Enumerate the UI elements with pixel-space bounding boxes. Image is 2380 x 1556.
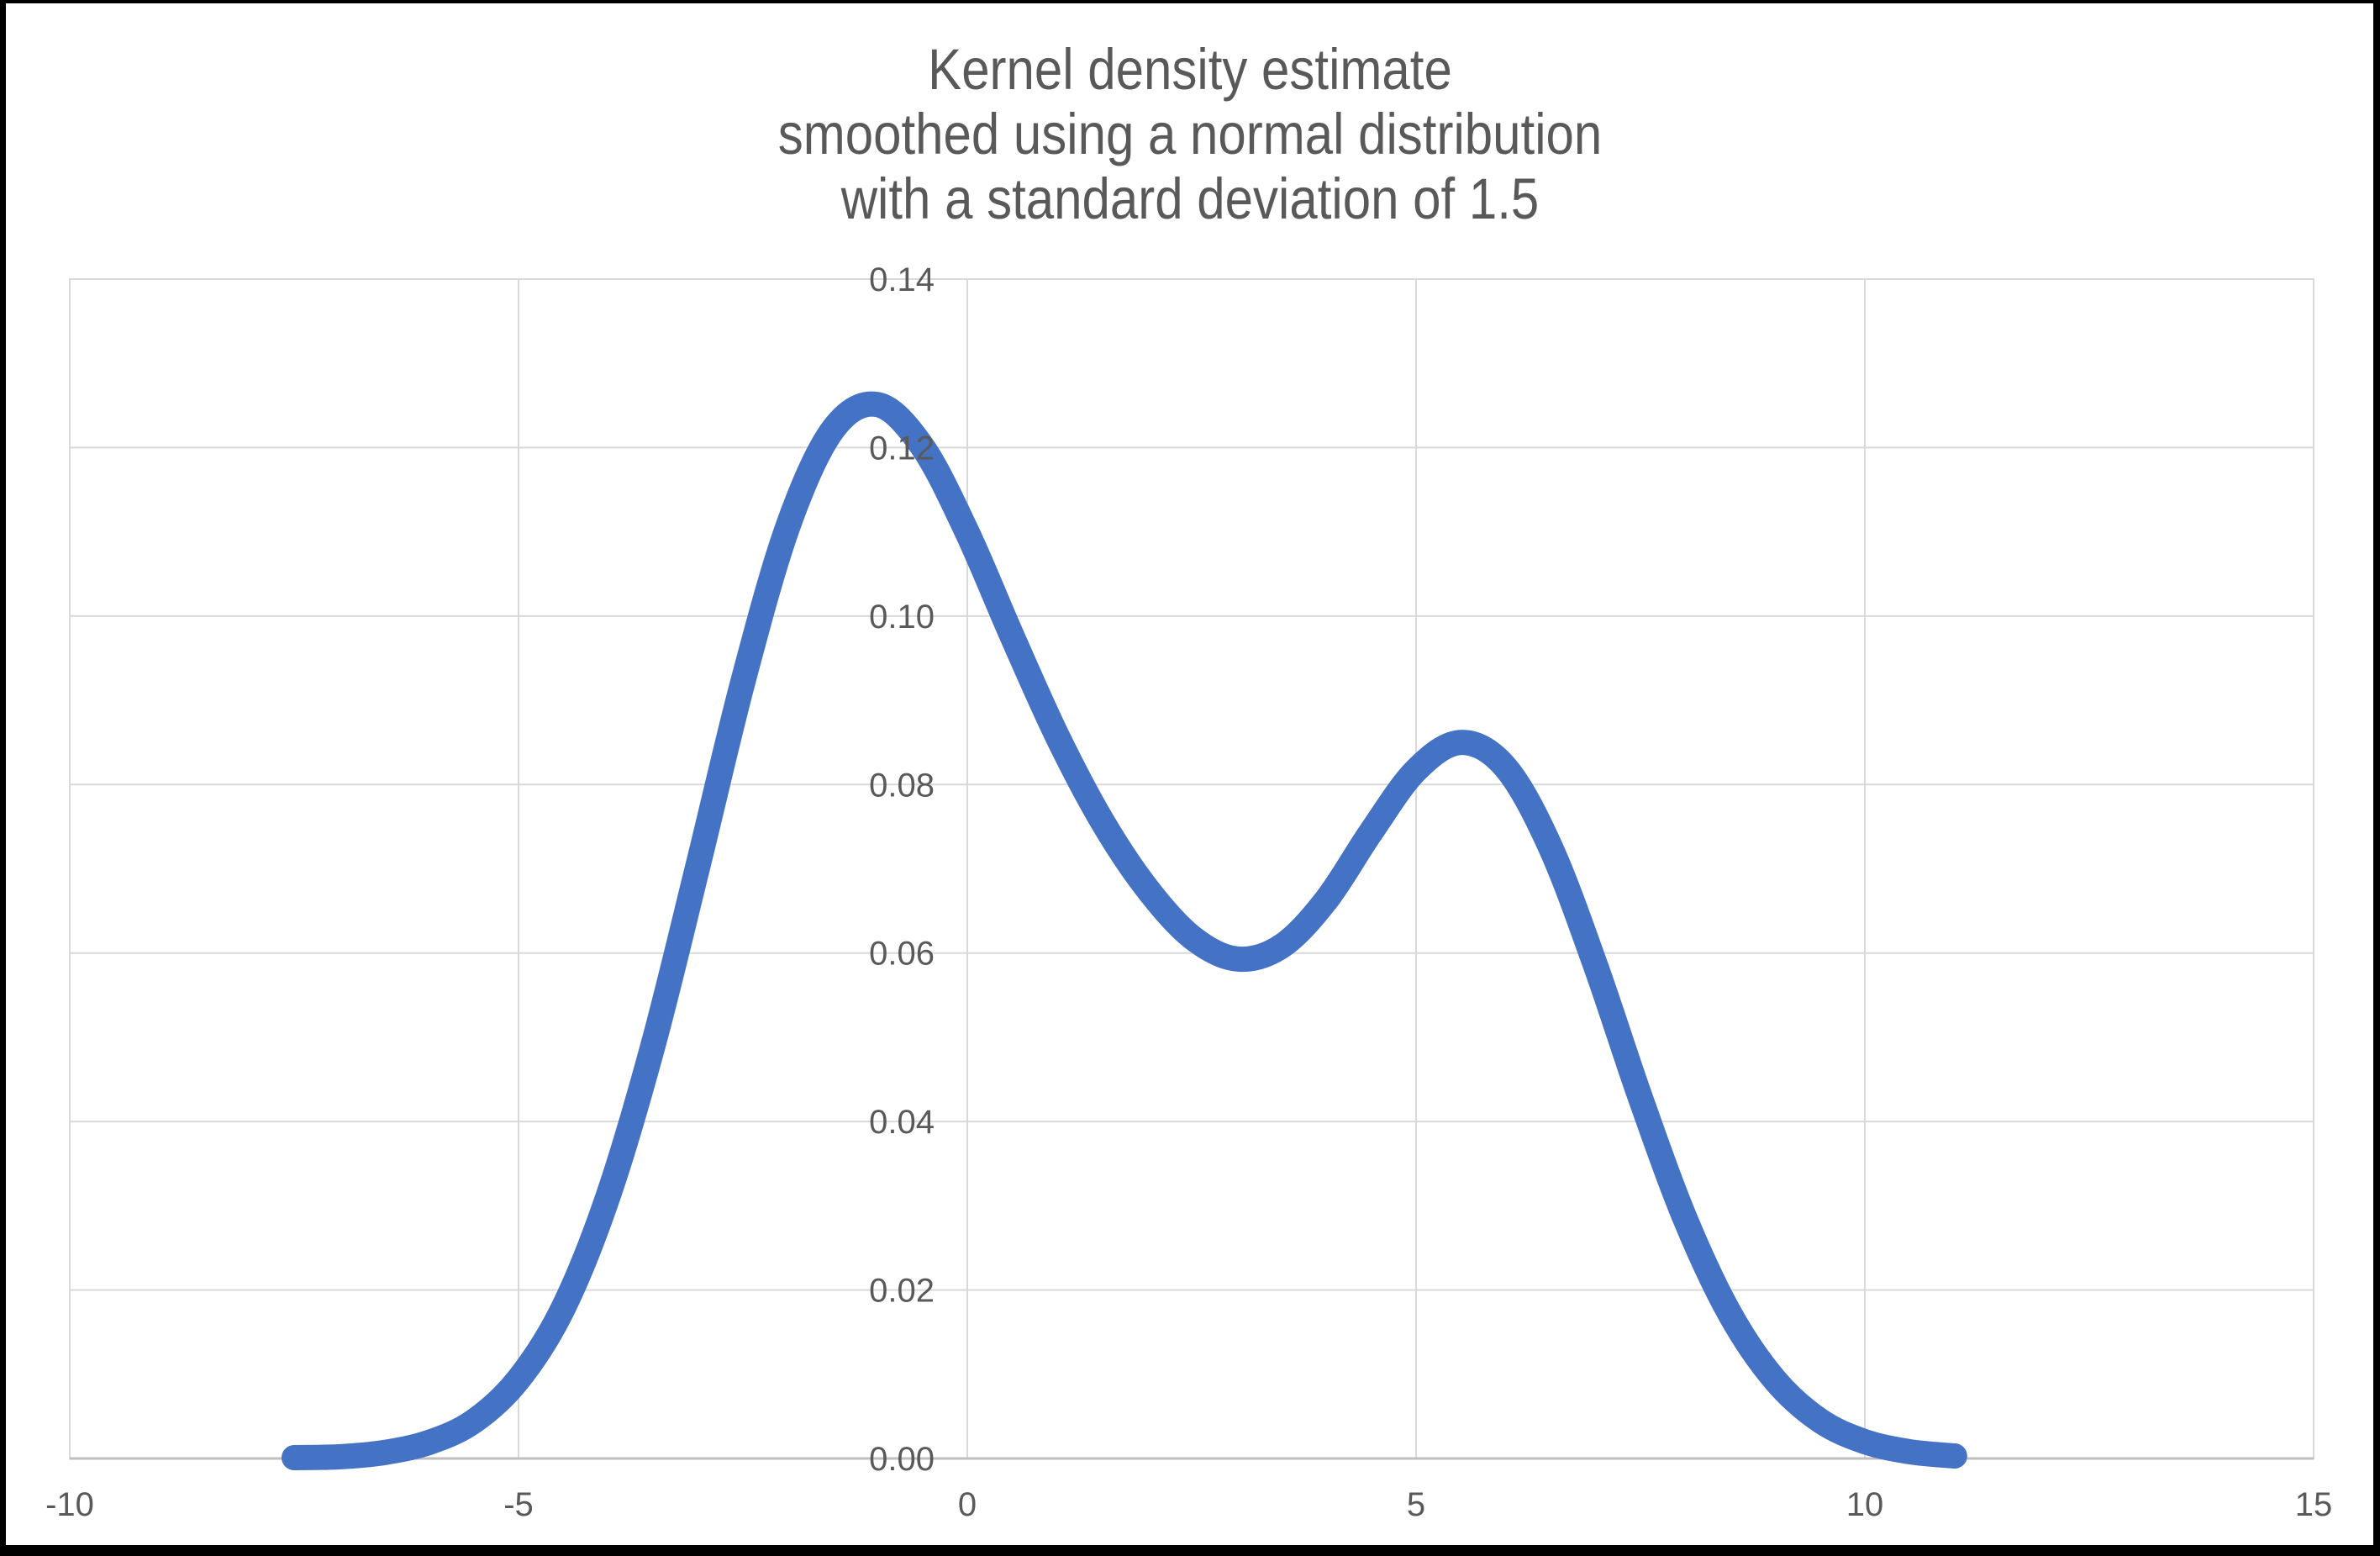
chart-title-line-1: Kernel density estimate — [928, 37, 1452, 103]
screenshot-border-left — [0, 0, 6, 1556]
kde-curve — [282, 391, 1967, 1470]
y-tick-label-0.06: 0.06 — [869, 936, 935, 973]
chart-title-line-3: with a standard deviation of 1.5 — [840, 166, 1540, 232]
x-tick-label-5: 5 — [1407, 1486, 1425, 1523]
y-tick-label-0.12: 0.12 — [869, 430, 935, 467]
y-tick-label-0.04: 0.04 — [869, 1104, 935, 1141]
y-tick-label-0.14: 0.14 — [869, 261, 935, 298]
x-tick-label-0: 0 — [958, 1486, 977, 1523]
x-tick-label-15: 15 — [2295, 1486, 2333, 1523]
screenshot-border-bottom — [0, 1545, 2380, 1556]
chart-title: Kernel density estimate smoothed using a… — [0, 37, 2380, 231]
y-tick-label-0.08: 0.08 — [869, 767, 935, 804]
x-tick-label-10: 10 — [1846, 1486, 1884, 1523]
screenshot-border-right — [2373, 0, 2380, 1556]
screenshot-border-top — [0, 0, 2380, 3]
y-tick-label-0.00: 0.00 — [869, 1441, 935, 1478]
y-tick-label-0.02: 0.02 — [869, 1273, 935, 1310]
x-tick-label--5: -5 — [503, 1486, 534, 1523]
chart-title-line-2: smoothed using a normal distribution — [777, 102, 1603, 167]
y-tick-label-0.10: 0.10 — [869, 599, 935, 636]
plot-area-border — [69, 278, 2314, 1459]
x-tick-label--10: -10 — [45, 1486, 94, 1523]
